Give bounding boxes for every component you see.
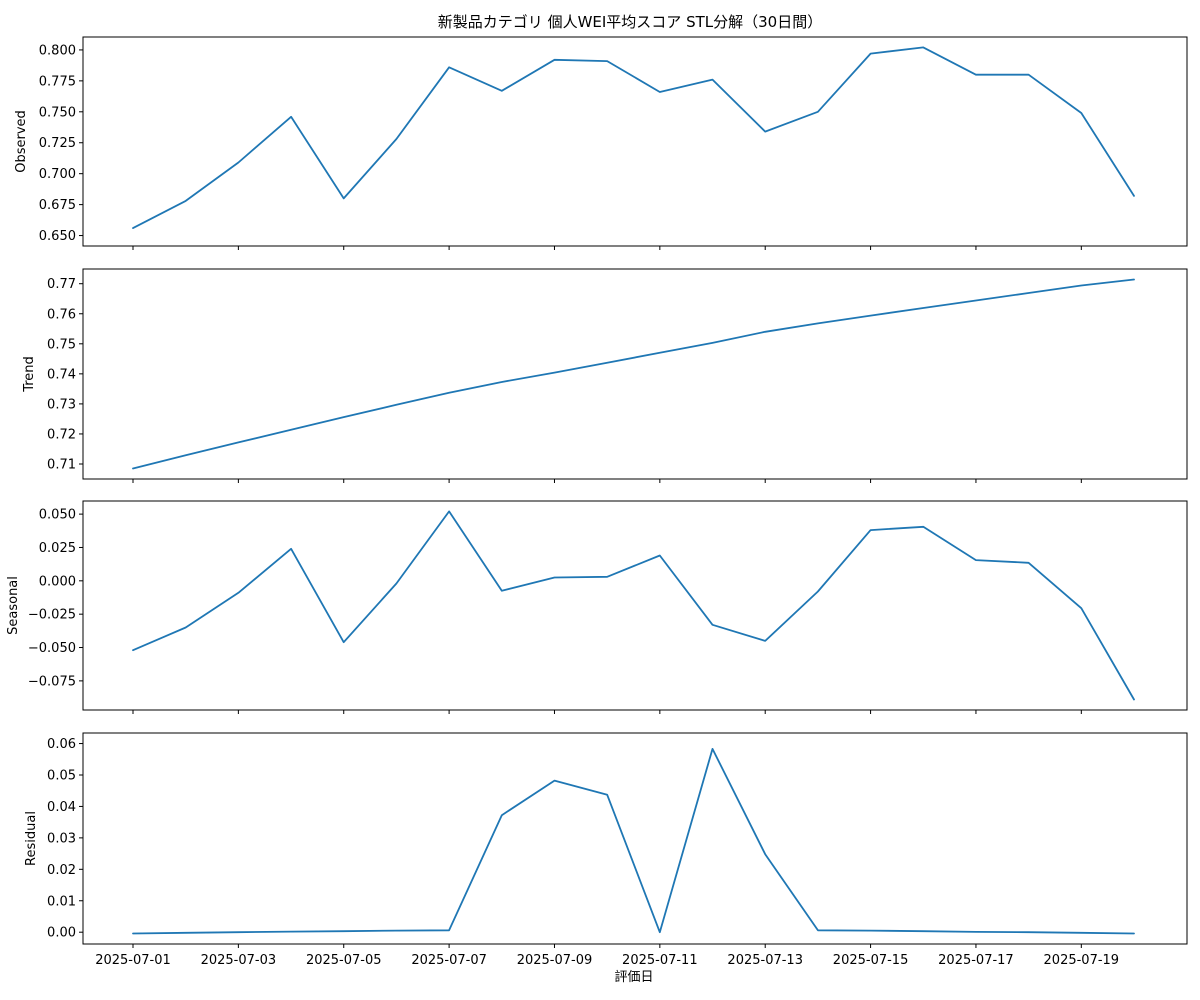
panel-frame bbox=[82, 36, 1188, 247]
panel-trend: 0.71 0.72 0.73 0.74 0.75 0.76 0.77 Trend bbox=[22, 268, 1188, 483]
series-line-seasonal bbox=[132, 510, 1135, 701]
y-tick-label: 0.01 bbox=[47, 894, 76, 909]
y-tick-label: 0.77 bbox=[47, 277, 76, 292]
y-tick-label: 0.02 bbox=[47, 863, 76, 878]
x-tick-label: 2025-07-05 bbox=[306, 953, 382, 968]
y-tick-label: −0.025 bbox=[28, 608, 76, 623]
panel-frame bbox=[82, 500, 1188, 711]
x-tick-label: 2025-07-11 bbox=[622, 953, 698, 968]
x-tick-label: 2025-07-01 bbox=[95, 953, 171, 968]
y-tick-label: 0.72 bbox=[47, 427, 76, 442]
x-tick-label: 2025-07-17 bbox=[938, 953, 1014, 968]
x-tick-label: 2025-07-13 bbox=[727, 953, 803, 968]
y-tick-label: 0.71 bbox=[47, 457, 76, 472]
series-line-residual bbox=[132, 748, 1135, 935]
y-tick-label: 0.76 bbox=[47, 307, 76, 322]
y-tick-label: −0.075 bbox=[28, 674, 76, 689]
y-tick-label: 0.73 bbox=[47, 397, 76, 412]
y-axis-label-trend: Trend bbox=[22, 356, 37, 393]
y-tick-label: −0.050 bbox=[28, 641, 76, 656]
x-tick-label: 2025-07-19 bbox=[1044, 953, 1120, 968]
y-tick-label: 0.800 bbox=[39, 43, 76, 58]
panel-seasonal: −0.075 −0.050 −0.025 0.000 0.025 0.050 Seasona… bbox=[6, 500, 1188, 714]
y-tick-label: 0.050 bbox=[39, 508, 76, 523]
chart-title: 新製品カテゴリ 個人WEI平均スコア STL分解（30日間） bbox=[438, 13, 822, 31]
y-tick-label: 0.04 bbox=[47, 800, 76, 815]
y-tick-label: 0.74 bbox=[47, 367, 76, 382]
y-tick-label: 0.675 bbox=[39, 198, 76, 213]
y-tick-label: 0.750 bbox=[39, 105, 76, 120]
y-tick-label: 0.06 bbox=[47, 737, 76, 752]
x-tick-label: 2025-07-07 bbox=[411, 953, 487, 968]
y-axis-label-residual: Residual bbox=[24, 811, 39, 866]
y-tick-label: 0.775 bbox=[39, 74, 76, 89]
series-line-trend bbox=[132, 278, 1135, 470]
y-tick-label: 0.000 bbox=[39, 574, 76, 589]
y-axis-label-seasonal: Seasonal bbox=[6, 576, 21, 635]
panel-observed: 0.650 0.675 0.700 0.725 0.750 0.775 0.800 Obser… bbox=[14, 36, 1188, 250]
y-axis-label-observed: Observed bbox=[14, 110, 29, 173]
y-tick-label: 0.03 bbox=[47, 831, 76, 846]
y-tick-label: 0.025 bbox=[39, 541, 76, 556]
x-tick-label: 2025-07-03 bbox=[201, 953, 277, 968]
y-tick-label: 0.00 bbox=[47, 926, 76, 941]
y-tick-label: 0.700 bbox=[39, 167, 76, 182]
x-tick-label: 2025-07-15 bbox=[833, 953, 909, 968]
x-axis-label: 評価日 bbox=[614, 970, 653, 985]
y-tick-label: 0.75 bbox=[47, 337, 76, 352]
y-tick-label: 0.05 bbox=[47, 768, 76, 783]
panel-frame bbox=[82, 732, 1188, 945]
panel-frame bbox=[82, 268, 1188, 480]
y-tick-label: 0.725 bbox=[39, 136, 76, 151]
series-line-observed bbox=[132, 46, 1135, 230]
panel-residual: 0.00 0.01 0.02 0.03 0.04 0.05 0.06 2025-07-01 20… bbox=[24, 732, 1188, 968]
y-tick-label: 0.650 bbox=[39, 229, 76, 244]
x-tick-label: 2025-07-09 bbox=[517, 953, 593, 968]
